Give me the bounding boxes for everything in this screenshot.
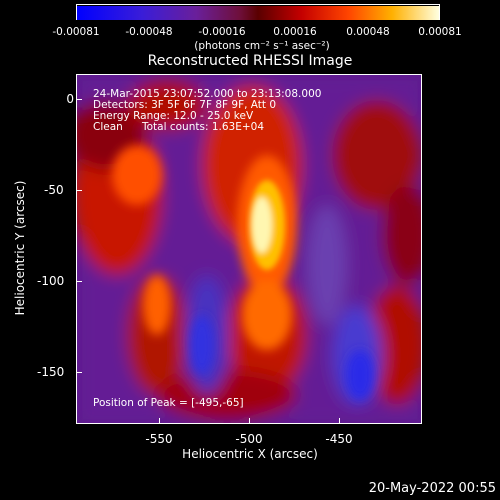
xtick-label: -450 [325, 432, 353, 446]
colorbar-gradient [77, 6, 439, 20]
colorbar-tick: 0.00081 [418, 26, 462, 38]
ytick-label: 0 [66, 92, 74, 106]
ytick-mark [76, 190, 82, 191]
ytick-label: -50 [44, 183, 64, 197]
image-map [77, 75, 421, 423]
annotation-detectors: Detectors: 3F 5F 6F 7F 8F 9F, Att 0 [93, 99, 277, 111]
colorbar-tick: 0.00048 [346, 26, 390, 38]
xtick-mark [159, 418, 160, 424]
colorbar-units: (photons cm⁻² s⁻¹ asec⁻²) [194, 40, 330, 52]
annotation-time: 24-Mar-2015 23:07:52.000 to 23:13:08.000 [93, 88, 322, 100]
xtick-label: -550 [145, 432, 173, 446]
annotation-energy: Energy Range: 12.0 - 25.0 keV [93, 110, 254, 122]
ytick-label: -150 [37, 365, 65, 379]
annotation-counts: Total counts: 1.63E+04 [142, 121, 265, 133]
colorbar-tick: -0.00081 [52, 26, 100, 38]
rhessi-image: 24-Mar-2015 23:07:52.000 to 23:13:08.000… [76, 74, 422, 424]
colorbar-tick: -0.00016 [198, 26, 246, 38]
ytick-mark [76, 372, 82, 373]
colorbar [76, 4, 440, 20]
x-axis-label: Heliocentric X (arcsec) [182, 447, 318, 461]
y-axis-label: Heliocentric Y (arcsec) [13, 180, 27, 316]
annotation-method: Clean [93, 121, 123, 133]
ytick-mark [76, 281, 82, 282]
annotation-peak: Position of Peak = [-495,-65] [93, 397, 244, 409]
ytick-mark [76, 99, 82, 100]
plot-title: Reconstructed RHESSI Image [147, 53, 353, 69]
xtick-mark [249, 418, 250, 424]
xtick-label: -500 [235, 432, 263, 446]
colorbar-tick: 0.00016 [273, 26, 317, 38]
colorbar-tick: -0.00048 [125, 26, 173, 38]
xtick-mark [339, 418, 340, 424]
ytick-label: -100 [37, 274, 65, 288]
footer-date: 20-May-2022 00:55 [368, 481, 496, 496]
